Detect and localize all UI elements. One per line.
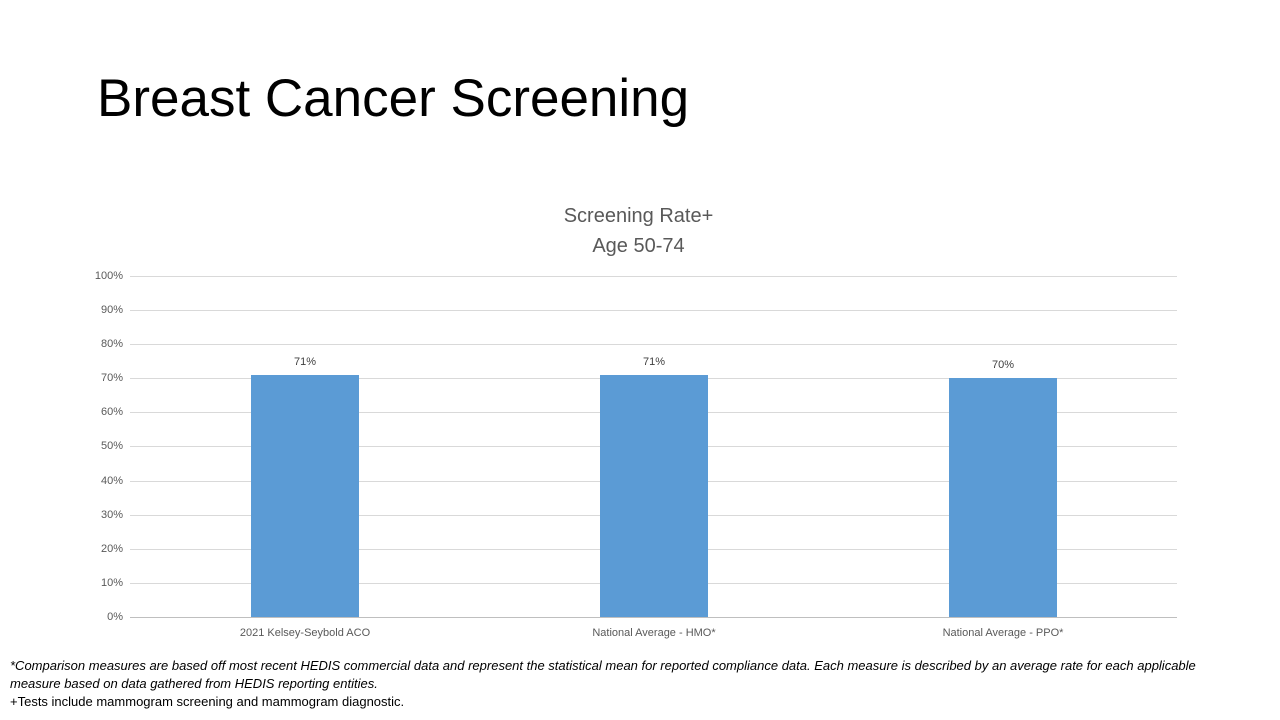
bar-value-label: 71% xyxy=(642,356,666,368)
x-category-label: National Average - HMO* xyxy=(592,627,716,639)
footnote-tests-note: +Tests include mammogram screening and m… xyxy=(10,694,405,709)
gridline xyxy=(130,310,1177,311)
y-tick-label: 40% xyxy=(100,475,123,487)
footnotes: *Comparison measures are based off most … xyxy=(10,657,1238,711)
chart-subtitle: Age 50-74 xyxy=(592,235,685,257)
y-tick-label: 10% xyxy=(100,577,123,589)
bar-value-label: 71% xyxy=(293,356,317,368)
x-axis-line xyxy=(130,617,1177,618)
gridline xyxy=(130,344,1177,345)
slide-title: Breast Cancer Screening xyxy=(97,69,690,128)
y-tick-label: 90% xyxy=(100,304,123,316)
bar xyxy=(251,375,359,617)
y-tick-label: 100% xyxy=(94,270,123,282)
y-tick-label: 30% xyxy=(100,509,123,521)
y-tick-label: 70% xyxy=(100,372,123,384)
bar xyxy=(600,375,708,617)
x-category-label: 2021 Kelsey-Seybold ACO xyxy=(239,627,371,639)
y-tick-label: 80% xyxy=(100,338,123,350)
x-category-label: National Average - PPO* xyxy=(942,627,1064,639)
chart-title-block: Screening Rate+ Age 50-74 xyxy=(130,201,1147,261)
bar-value-label: 70% xyxy=(991,359,1015,371)
chart-title: Screening Rate+ xyxy=(563,205,714,227)
footnote-comparison-note: *Comparison measures are based off most … xyxy=(10,658,1196,691)
gridline xyxy=(130,276,1177,277)
y-tick-label: 20% xyxy=(100,543,123,555)
bar xyxy=(949,378,1057,617)
y-tick-label: 50% xyxy=(100,440,123,452)
y-tick-label: 0% xyxy=(107,611,123,623)
y-tick-label: 60% xyxy=(100,406,123,418)
plot-area: 0% 10% 20% 30% 40% 50% 60% 70% 80% 90% 100% 71% 2021… xyxy=(95,270,1177,639)
